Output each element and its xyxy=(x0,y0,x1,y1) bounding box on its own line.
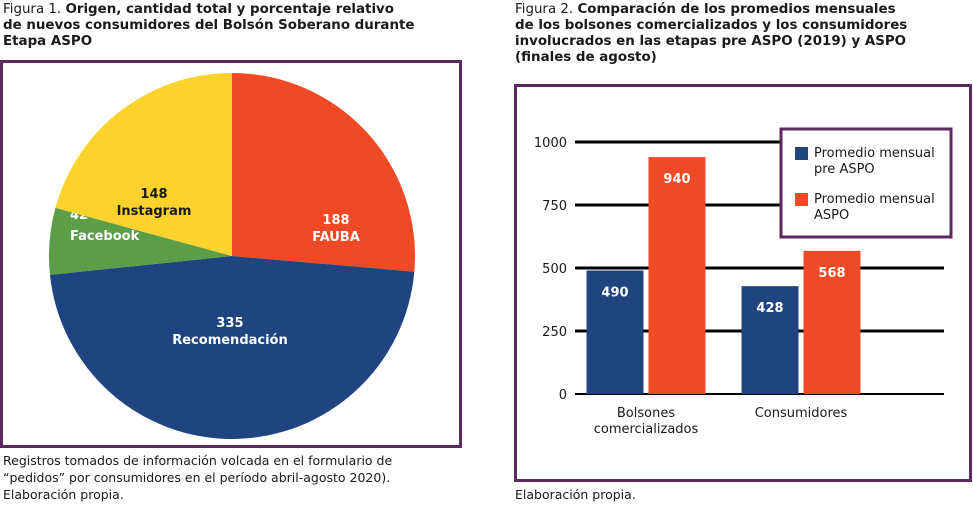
figure1-note-line2: “pedidos” por consumidores en el período… xyxy=(3,470,391,485)
bar-value-bolsones-comercializados-series-1: 490 xyxy=(601,286,628,301)
figure1-title: Figura 1. Origen, cantidad total y porce… xyxy=(3,2,463,50)
bar-chart-frame: 0 250 500 750 1000 490 940 Bolsones comercializa… xyxy=(514,84,972,482)
pie-slice-fauba xyxy=(232,73,415,272)
y-tick-label-0: 0 xyxy=(559,388,567,403)
legend-label-series-2-line2: ASPO xyxy=(814,208,849,223)
figure2-title: Figura 2. Comparación de los promedios m… xyxy=(515,2,965,66)
pie-chart-frame: 188 FAUBA 335 Recomendación 42 Facebook 148 Ins… xyxy=(0,60,462,448)
legend-label-series-1-line2: pre ASPO xyxy=(814,162,875,177)
bar-consumidores-series-1 xyxy=(741,286,799,394)
pie-label-instagram: Instagram xyxy=(117,204,192,219)
pie-label-recomendacion: Recomendación xyxy=(172,333,288,348)
pie-slice-recomendacion xyxy=(49,256,415,439)
pie-value-fauba: 188 xyxy=(322,213,349,228)
pie-slice-instagram xyxy=(55,73,233,256)
pie-slice-facebook xyxy=(48,207,232,275)
x-tick-label-consumidores: Consumidores xyxy=(755,406,848,421)
figure2-title-line3: involucrados en las etapas pre ASPO (201… xyxy=(515,34,907,49)
figure1-title-line2: de nuevos consumidores del Bolsón Sobera… xyxy=(3,18,415,33)
bar-bolsones-comercializados-series-1 xyxy=(586,270,644,394)
legend-swatch-series-2 xyxy=(795,193,808,206)
y-tick-label-1000: 1000 xyxy=(534,136,567,151)
bar-value-consumidores-series-1: 428 xyxy=(756,301,783,316)
figure2-note: Elaboración propia. xyxy=(515,487,636,502)
bar-value-consumidores-series-2: 568 xyxy=(818,266,845,281)
pie-label-facebook: Facebook xyxy=(70,229,140,244)
bar-value-bolsones-comercializados-series-2: 940 xyxy=(663,172,690,187)
figure2-title-line4: (finales de agosto) xyxy=(515,50,657,65)
y-tick-label-250: 250 xyxy=(542,325,567,340)
pie-label-fauba: FAUBA xyxy=(312,230,360,245)
legend-box xyxy=(779,127,953,239)
figure2-title-line1: Comparación de los promedios mensuales xyxy=(577,2,896,17)
legend-label-series-1-line1: Promedio mensual xyxy=(814,146,935,161)
pie-value-instagram: 148 xyxy=(140,187,167,202)
figure1-note-line1: Registros tomados de información volcada… xyxy=(3,453,393,468)
bar-chart: 0 250 500 750 1000 490 940 Bolsonescomercializa… xyxy=(534,127,953,437)
bar-consumidores-series-2 xyxy=(803,250,861,394)
x-tick-label-bolsones-comercializados-line2: comercializados xyxy=(594,422,699,437)
pie-chart: 188FAUBA335Recomendación42Facebook148Ins… xyxy=(48,73,415,439)
y-tick-label-750: 750 xyxy=(542,199,567,214)
figure1-note: Registros tomados de información volcada… xyxy=(3,452,463,503)
figure1-label: Figura 1. xyxy=(3,2,62,17)
figure1-title-line3: Etapa ASPO xyxy=(3,34,93,49)
pie-value-recomendacion: 335 xyxy=(216,316,243,331)
figure2-title-line2: de los bolsones comercializados y los co… xyxy=(515,18,908,33)
figure1-title-line1: Origen, cantidad total y porcentaje rela… xyxy=(65,2,394,17)
figure2-label: Figura 2. xyxy=(515,2,574,17)
figure1-note-line3: Elaboración propia. xyxy=(3,487,124,502)
y-tick-label-500: 500 xyxy=(542,262,567,277)
legend-label-series-2-line1: Promedio mensual xyxy=(814,192,935,207)
x-tick-label-bolsones-comercializados-line1: Bolsones xyxy=(617,406,675,421)
bar-bolsones-comercializados-series-2 xyxy=(648,157,706,394)
legend-swatch-series-1 xyxy=(795,147,808,160)
